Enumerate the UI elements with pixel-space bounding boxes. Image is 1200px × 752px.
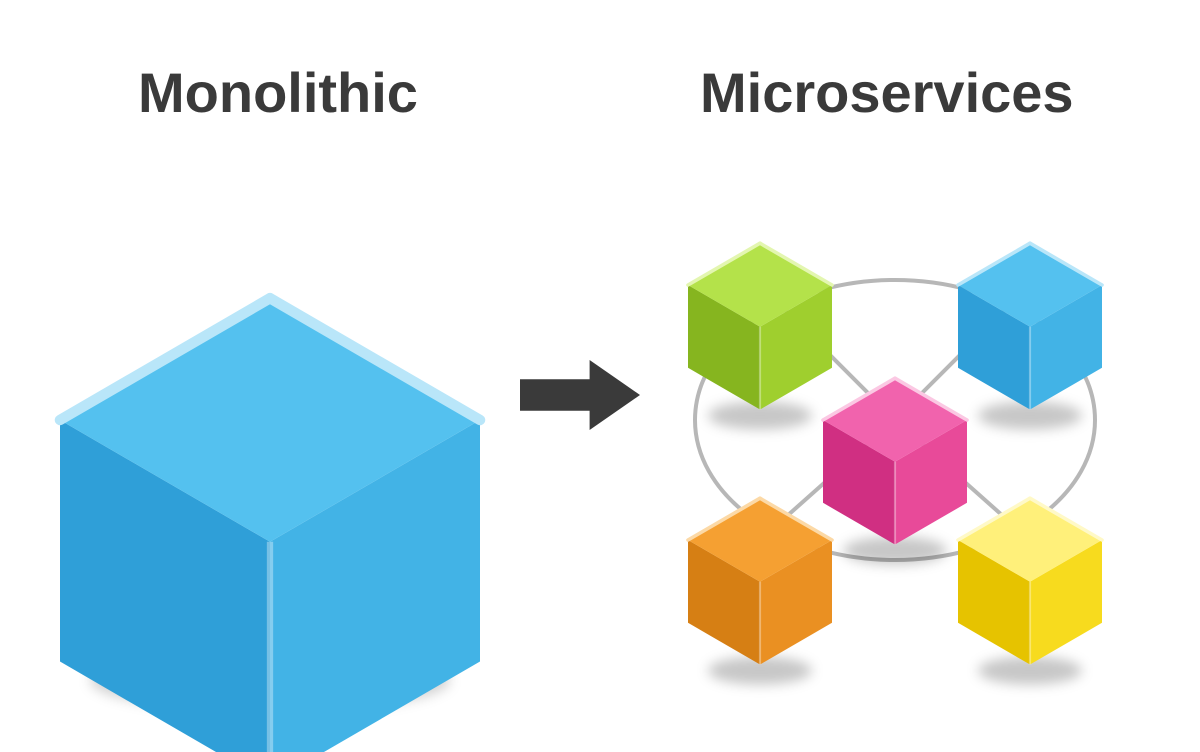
cube-center [823,378,967,544]
cube-bottom-left [688,498,832,664]
microservices-group [688,243,1102,684]
arrow-icon [520,360,640,430]
monolith-cube [60,298,480,752]
cube-top-left [688,243,832,409]
cube-top-right [958,243,1102,409]
diagram-svg [0,0,1200,752]
diagram-stage: Monolithic Microservices [0,0,1200,752]
cube-bottom-right [958,498,1102,664]
